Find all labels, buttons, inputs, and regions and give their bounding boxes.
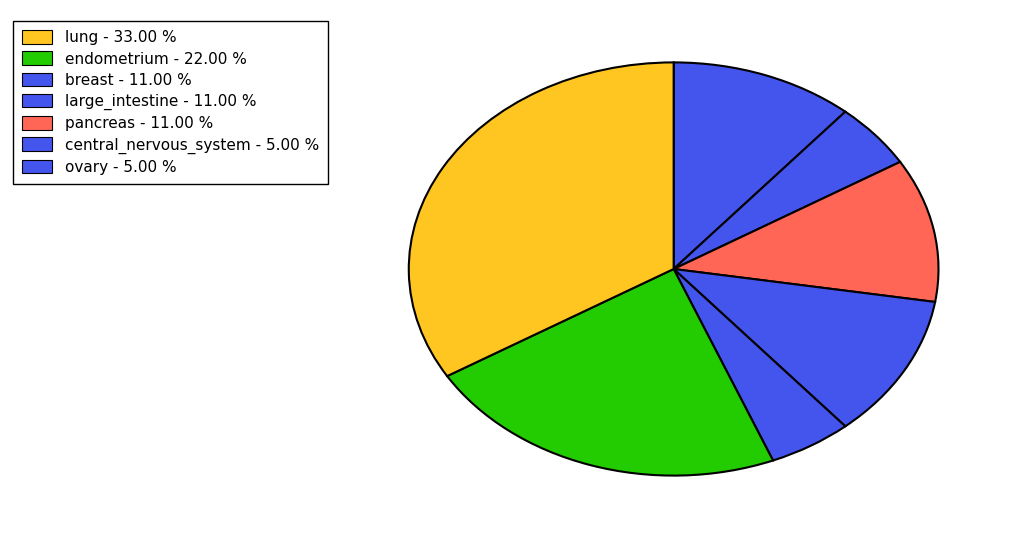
Wedge shape — [674, 62, 845, 269]
Wedge shape — [674, 112, 901, 269]
Wedge shape — [674, 269, 845, 461]
Wedge shape — [674, 162, 938, 302]
Wedge shape — [409, 62, 674, 376]
Wedge shape — [447, 269, 773, 476]
Wedge shape — [674, 269, 935, 426]
Legend: lung - 33.00 %, endometrium - 22.00 %, breast - 11.00 %, large_intestine - 11.00: lung - 33.00 %, endometrium - 22.00 %, b… — [13, 21, 328, 184]
